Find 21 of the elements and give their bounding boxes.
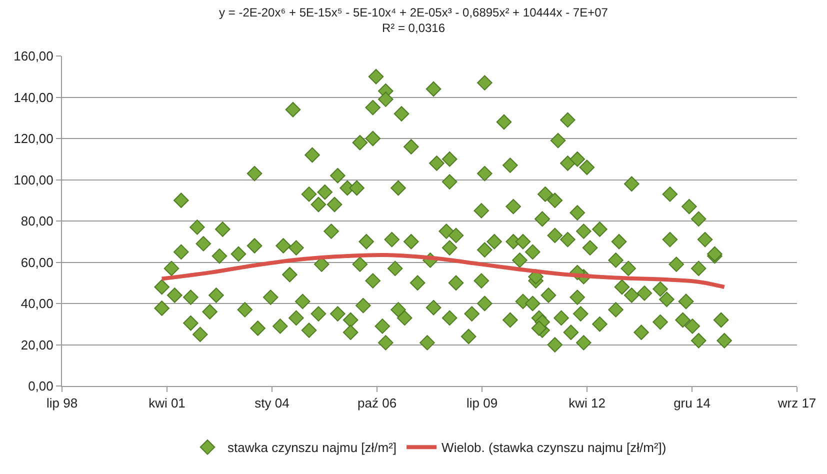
legend-label: stawka czynszu najmu [zł/m²] — [228, 440, 397, 456]
y-tick-label: 140,00 — [14, 90, 54, 105]
y-tick-label: 80,00 — [20, 214, 54, 229]
y-tick-label: 40,00 — [20, 296, 54, 312]
y-tick-label: 60,00 — [20, 254, 54, 270]
legend-label: Wielob. (stawka czynszu najmu [zł/m²]) — [442, 440, 666, 456]
x-tick-label: lip 98 — [46, 396, 78, 411]
x-tick-label: gru 14 — [674, 396, 710, 411]
y-tick-label: 0,00 — [28, 378, 54, 394]
y-tick-label: 20,00 — [20, 337, 54, 352]
x-tick-label: wrz 17 — [776, 396, 816, 411]
x-tick-label: kwi 01 — [148, 396, 186, 411]
x-tick-label: paź 06 — [358, 396, 397, 411]
x-tick-label: sty 04 — [254, 396, 290, 411]
chart-title: y = -2E-20x⁶ + 5E-15x⁵ - 5E-10x⁴ + 2E-05x³ - 0,6895x² + 10444x - 7E+07 — [219, 6, 608, 20]
chart-subtitle: R² = 0,0316 — [382, 21, 446, 36]
x-tick-label: kwi 12 — [568, 396, 606, 411]
y-tick-label: 100,00 — [14, 172, 54, 188]
y-tick-label: 160,00 — [14, 48, 54, 64]
y-tick-label: 120,00 — [14, 131, 54, 146]
x-tick-label: lip 09 — [466, 396, 498, 411]
